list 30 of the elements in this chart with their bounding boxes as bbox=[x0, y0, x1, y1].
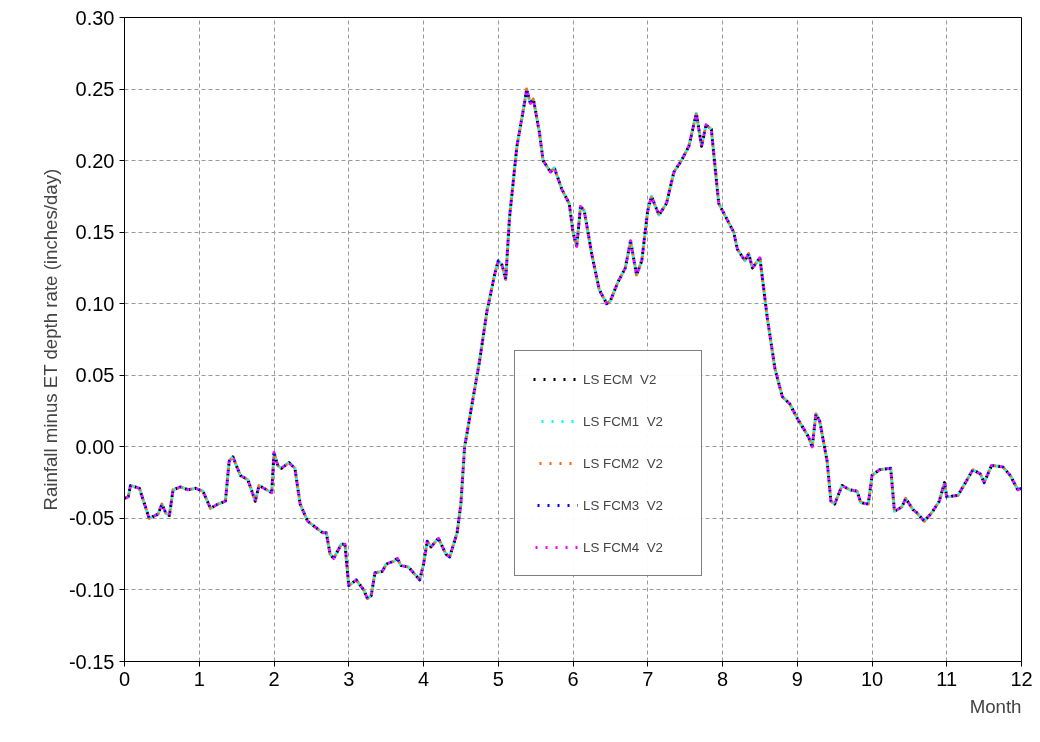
y-tick-label: 0.10 bbox=[75, 292, 115, 315]
x-tick-label: 7 bbox=[642, 667, 654, 690]
legend-label: LS FCM1 V2 bbox=[583, 413, 664, 429]
x-tick-label: 4 bbox=[417, 667, 430, 690]
legend-label: LS ECM V2 bbox=[583, 371, 658, 387]
x-tick-label: 8 bbox=[716, 667, 729, 690]
x-tick-label: 11 bbox=[936, 667, 958, 690]
y-tick-label: -0.05 bbox=[68, 507, 115, 530]
x-axis-title: Month bbox=[969, 695, 1022, 717]
legend-label: LS FCM3 V2 bbox=[583, 497, 664, 513]
x-tick-label: 10 bbox=[860, 667, 884, 690]
legend-label: LS FCM2 V2 bbox=[583, 455, 664, 471]
y-tick-label: -0.10 bbox=[68, 578, 115, 601]
y-tick-label: 0.30 bbox=[75, 6, 115, 29]
y-axis-title: Rainfall minus ET depth rate (inches/day) bbox=[39, 168, 61, 511]
y-tick-label: 0.25 bbox=[75, 78, 115, 101]
x-tick-label: 0 bbox=[118, 667, 131, 690]
x-tick-label: 1 bbox=[193, 667, 205, 690]
x-tick-label: 3 bbox=[343, 667, 355, 690]
x-tick-label: 2 bbox=[268, 667, 280, 690]
x-tick-label: 12 bbox=[1010, 667, 1033, 690]
y-tick-label: 0.15 bbox=[75, 221, 115, 244]
x-tick-label: 5 bbox=[492, 667, 504, 690]
y-tick-label: -0.15 bbox=[68, 650, 115, 673]
x-tick-label: 9 bbox=[791, 667, 803, 690]
legend-label: LS FCM4 V2 bbox=[583, 539, 664, 555]
y-tick-label: 0.00 bbox=[75, 435, 115, 458]
y-tick-label: 0.05 bbox=[75, 364, 115, 387]
y-tick-label: 0.20 bbox=[75, 149, 115, 172]
x-tick-label: 6 bbox=[567, 667, 579, 690]
